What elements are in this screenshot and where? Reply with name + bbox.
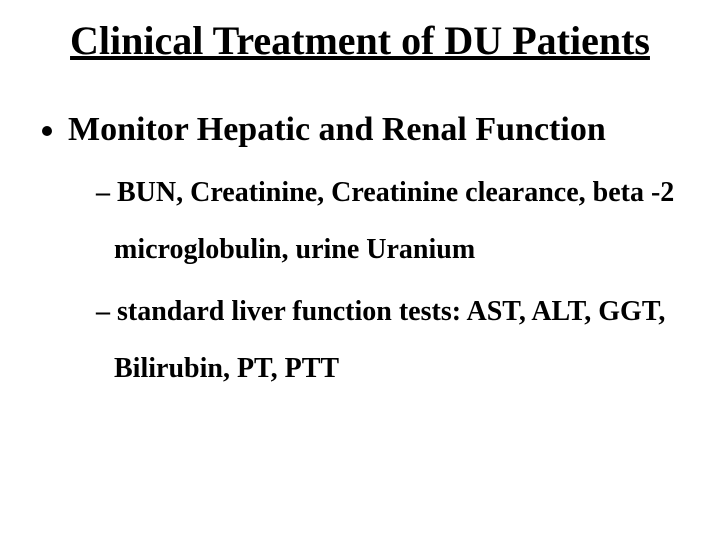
bullet-item-level1: Monitor Hepatic and Renal Function – BUN…: [68, 96, 692, 398]
slide: Clinical Treatment of DU Patients Monito…: [0, 0, 720, 540]
bullet-item-level2: – standard liver function tests: AST, AL…: [96, 283, 692, 398]
bullet-list-level1: Monitor Hepatic and Renal Function – BUN…: [28, 96, 692, 398]
slide-title: Clinical Treatment of DU Patients: [28, 18, 692, 64]
bullet-list-level2: – BUN, Creatinine, Creatinine clearance,…: [68, 164, 692, 398]
bullet-text-level1: Monitor Hepatic and Renal Function: [68, 111, 606, 148]
bullet-item-level2: – BUN, Creatinine, Creatinine clearance,…: [96, 164, 692, 279]
